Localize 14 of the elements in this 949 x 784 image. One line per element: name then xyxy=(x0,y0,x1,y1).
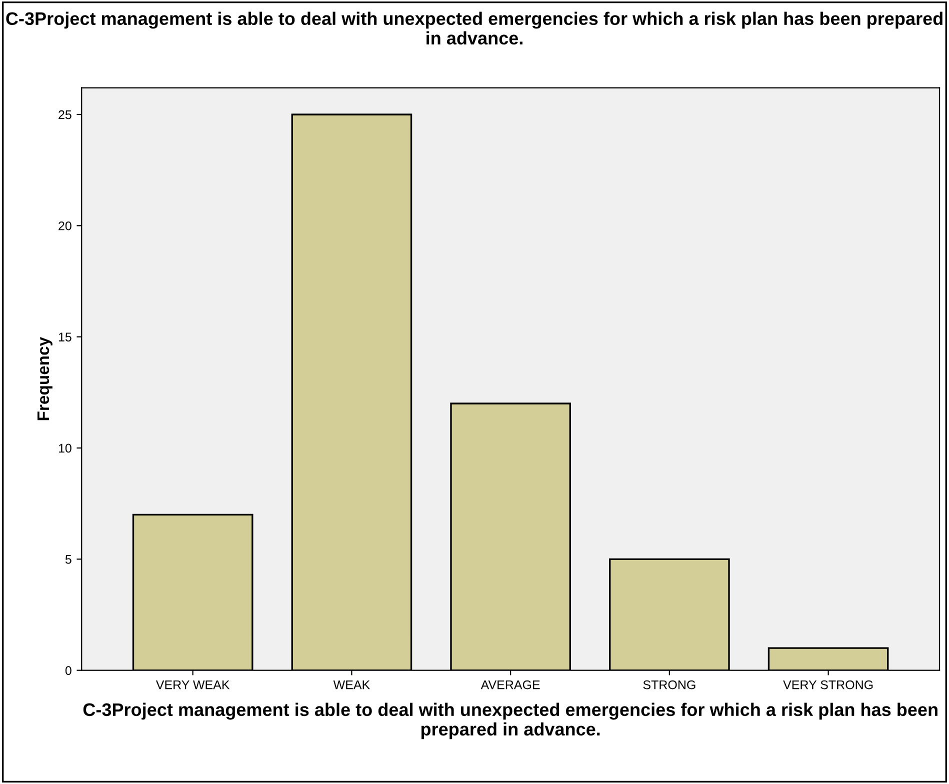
y-tick-label: 0 xyxy=(65,666,72,675)
y-tick-label: 15 xyxy=(58,332,72,342)
y-tick-label: 25 xyxy=(58,110,72,120)
y-tick-label: 10 xyxy=(58,444,72,453)
x-tick-label: WEAK xyxy=(333,680,370,690)
x-axis-title: C-3Project management is able to deal with unexpected emergencies for which a risk plan has been prepared in advance. xyxy=(83,702,938,740)
x-tick-label: AVERAGE xyxy=(480,680,540,690)
y-axis-title: Frequency xyxy=(38,337,52,420)
x-tick-label: STRONG xyxy=(643,680,696,690)
chart-title: C-3Project management is able to deal with unexpected emergencies for which a risk plan has been prepared in advance. xyxy=(6,12,942,45)
x-tick-label: VERY STRONG xyxy=(783,680,873,690)
x-tick-label: VERY WEAK xyxy=(156,680,230,690)
y-tick-label: 20 xyxy=(58,221,72,230)
y-tick-label: 5 xyxy=(65,555,72,564)
